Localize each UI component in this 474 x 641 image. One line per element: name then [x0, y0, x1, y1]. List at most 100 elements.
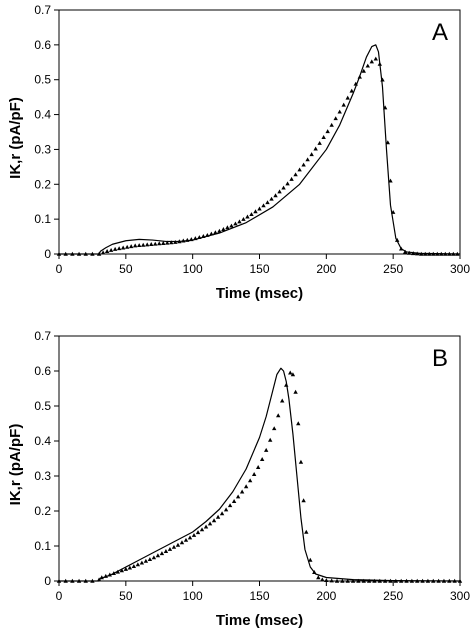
panel-a-data-point [455, 251, 460, 256]
panel-b-data-point [171, 544, 177, 549]
panel-b-data-point [239, 489, 245, 494]
panel-b-data-point [457, 578, 463, 583]
panel-b-data-point [223, 507, 229, 512]
panel-a-data-point [398, 246, 404, 251]
panel-b-data-point [398, 578, 404, 583]
panel-a-data-point [205, 232, 210, 237]
panel-a-data-point [382, 105, 388, 110]
panel-a-data-point [407, 250, 412, 255]
panel-a-data-point [83, 251, 88, 256]
panel-a-data-point [100, 250, 106, 255]
panel-a-y-axis-label: IK,r (pA/pF) [7, 97, 24, 179]
panel-b-data-point [251, 472, 257, 477]
panel-a-data-point [313, 146, 318, 151]
panel-a-y-tick-label: 0.1 [34, 212, 51, 226]
panel-a-data-point [104, 249, 110, 253]
panel-a-data-point [120, 245, 126, 250]
panel-a-data-point [361, 68, 366, 73]
panel-b-data-point [316, 575, 321, 580]
panel-a-data-point [165, 240, 170, 245]
panel-a-data-point [169, 240, 174, 245]
panel-b-data-point [441, 578, 447, 583]
panel-a-data-point [241, 216, 246, 221]
panel-a-data-point [237, 219, 242, 224]
panel-b-data-point [155, 553, 161, 558]
panel-b-data-point [159, 551, 165, 556]
panel-b-data-point [267, 437, 273, 442]
panel-a-data-point [321, 135, 326, 139]
panel-b-data-point [452, 578, 457, 583]
panel-b-data-point [361, 578, 366, 583]
panel-b-data-point [115, 569, 121, 574]
panel-a-data-point [451, 251, 456, 256]
panel-a-data-point [189, 237, 194, 242]
panel-a-data-point [431, 251, 436, 256]
panel-a-data-point [377, 61, 382, 66]
panel-a-label: A [432, 19, 448, 46]
panel-a-data-point [181, 238, 186, 243]
panel-b-label: B [432, 345, 448, 372]
panel-a-data-point [225, 225, 230, 230]
panel-b-data-point [215, 514, 221, 519]
panel-b-y-tick-label: 0 [44, 574, 51, 588]
panel-a-x-axis-label: Time (msec) [216, 285, 303, 302]
panel-a-data-point [161, 240, 166, 245]
panel-b-data-point [425, 578, 431, 583]
panel-b-data-point [199, 527, 205, 532]
panel-a-data-point [185, 237, 190, 242]
panel-a-y-tick-label: 0.5 [34, 73, 51, 87]
panel-a-data-point [70, 251, 75, 256]
panel-b-data-point [107, 572, 112, 577]
panel-b-data-point [147, 557, 153, 562]
panel-b-data-point [207, 521, 213, 526]
panel-b-data-point [183, 537, 189, 542]
panel-b-y-axis-label: IK,r (pA/pF) [7, 424, 24, 506]
panel-b-x-tick-label: 100 [183, 589, 203, 603]
panel-b-data-point [131, 564, 137, 569]
panel-b-data-point [377, 578, 382, 583]
panel-a-data-point [439, 251, 444, 256]
panel-a-data-point [289, 176, 294, 181]
panel-a-y-tick-label: 0 [44, 247, 51, 261]
panel-b-data-point [139, 560, 145, 565]
panel-a-data-point [325, 129, 330, 134]
panel-a-data-point [56, 251, 62, 256]
panel-a-data-point [411, 251, 416, 256]
panel-a-data-point [337, 109, 342, 114]
panel-a-data-point [443, 251, 448, 256]
panel-a-data-point [388, 178, 393, 183]
panel-b-data-point [90, 578, 95, 583]
panel-a-data-point [124, 244, 130, 249]
panel-a-y-tick-label: 0.4 [34, 108, 51, 122]
panel-b-data-point [415, 578, 420, 583]
panel-a-data-point [245, 214, 250, 219]
panel-b-data-point [227, 503, 233, 508]
panel-b-data-point [356, 578, 361, 583]
panel-b-data-point [151, 555, 157, 560]
panel-b-data-point [255, 465, 261, 470]
panel-a-data-point [132, 243, 138, 248]
panel-a-data-point [157, 241, 162, 246]
panel-b-y-tick-label: 0.2 [34, 504, 51, 518]
panel-b-data-point [211, 518, 217, 523]
panel-b-data-point [324, 578, 329, 583]
panel-a-y-tick-label: 0.3 [34, 142, 51, 156]
panel-a-data-point [221, 227, 226, 232]
panel-b-data-point [191, 532, 197, 537]
panel-b-data-point [56, 578, 62, 583]
panel-b-data-point [96, 577, 102, 582]
panel-b-data-point [143, 558, 149, 563]
panel-a-data-point [415, 251, 420, 256]
panel-b-data-point [340, 578, 345, 583]
panel-a-data-point [213, 230, 218, 235]
panel-a-data-point [301, 162, 306, 167]
panel-a-data-point [63, 251, 68, 256]
panel-b-data-point [320, 577, 325, 582]
panel-a-data-point [257, 206, 262, 211]
panel-b-data-point [263, 447, 269, 452]
chart-panel-a: 0 50 100 150 200 250 300 0 0.1 0.2 0.3 0.4 0.5 0.6 0.7… [7, 3, 470, 302]
panel-b-data-point [312, 570, 317, 575]
panel-a-data-point [193, 236, 198, 241]
panel-a-data-point [141, 242, 146, 247]
panel-b-data-point [301, 498, 306, 503]
